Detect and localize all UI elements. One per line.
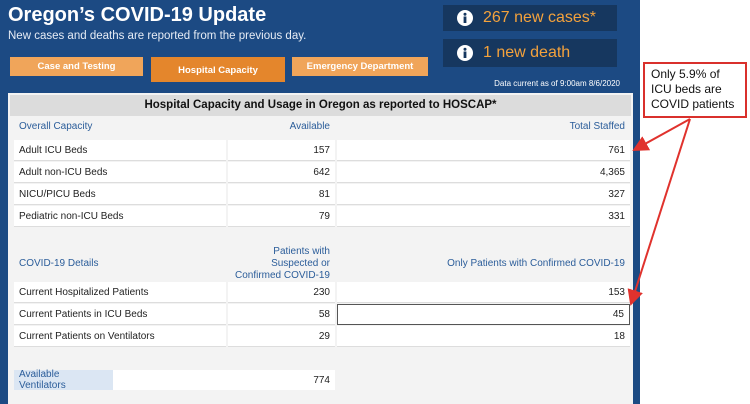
info-icon bbox=[457, 45, 473, 61]
arrow bbox=[632, 118, 691, 151]
value-cell: 331 bbox=[337, 206, 630, 227]
row-label: Current Patients in ICU Beds bbox=[14, 304, 226, 325]
tab[interactable]: Case and Testing bbox=[10, 57, 143, 76]
stat-text: 267 new cases* bbox=[483, 9, 596, 26]
value-cell: 81 bbox=[228, 184, 335, 205]
table-title: Hospital Capacity and Usage in Oregon as… bbox=[10, 95, 631, 116]
data-current: Data current as of 9:00am 8/6/2020 bbox=[494, 79, 620, 88]
ventilator-label: Available Ventilators bbox=[14, 369, 113, 391]
value-cell: 4,365 bbox=[337, 162, 630, 183]
stat-box: 267 new cases* bbox=[443, 5, 617, 31]
row-label: Pediatric non-ICU Beds bbox=[14, 206, 226, 227]
row-label: Adult ICU Beds bbox=[14, 140, 226, 161]
column-header: Overall Capacity bbox=[19, 120, 93, 132]
tab[interactable]: Emergency Department bbox=[292, 57, 428, 76]
arrow bbox=[627, 118, 691, 306]
value-cell: 18 bbox=[337, 326, 630, 347]
value-cell: 642 bbox=[228, 162, 335, 183]
ventilator-value: 774 bbox=[113, 370, 335, 390]
value-cell: 230 bbox=[228, 282, 335, 303]
title: Oregon’s COVID-19 Update bbox=[8, 4, 267, 26]
value-cell: 157 bbox=[228, 140, 335, 161]
column-header: Only Patients with Confirmed COVID-19 bbox=[447, 258, 625, 269]
info-icon bbox=[457, 10, 473, 26]
annotation: Only 5.9% of ICU beds are COVID patients bbox=[643, 62, 747, 118]
tab[interactable]: Hospital Capacity bbox=[151, 57, 285, 82]
column-header: Available bbox=[289, 120, 330, 132]
row-label: Adult non-ICU Beds bbox=[14, 162, 226, 183]
column-header: Patients with Suspected or Confirmed COV… bbox=[234, 246, 330, 281]
table-area: Hospital Capacity and Usage in Oregon as… bbox=[8, 93, 633, 404]
value-cell: 79 bbox=[228, 206, 335, 227]
row-label: NICU/PICU Beds bbox=[14, 184, 226, 205]
subtitle: New cases and deaths are reported from t… bbox=[8, 30, 307, 42]
row-label: Current Patients on Ventilators bbox=[14, 326, 226, 347]
column-header: COVID-19 Details bbox=[19, 258, 99, 269]
value-cell: 29 bbox=[228, 326, 335, 347]
value-cell: 327 bbox=[337, 184, 630, 205]
value-cell: 45 bbox=[337, 304, 630, 325]
stat-text: 1 new death bbox=[483, 44, 571, 61]
value-cell: 58 bbox=[228, 304, 335, 325]
column-header: Total Staffed bbox=[569, 120, 625, 132]
value-cell: 761 bbox=[337, 140, 630, 161]
row-label: Current Hospitalized Patients bbox=[14, 282, 226, 303]
value-cell: 153 bbox=[337, 282, 630, 303]
stat-box: 1 new death bbox=[443, 39, 617, 67]
